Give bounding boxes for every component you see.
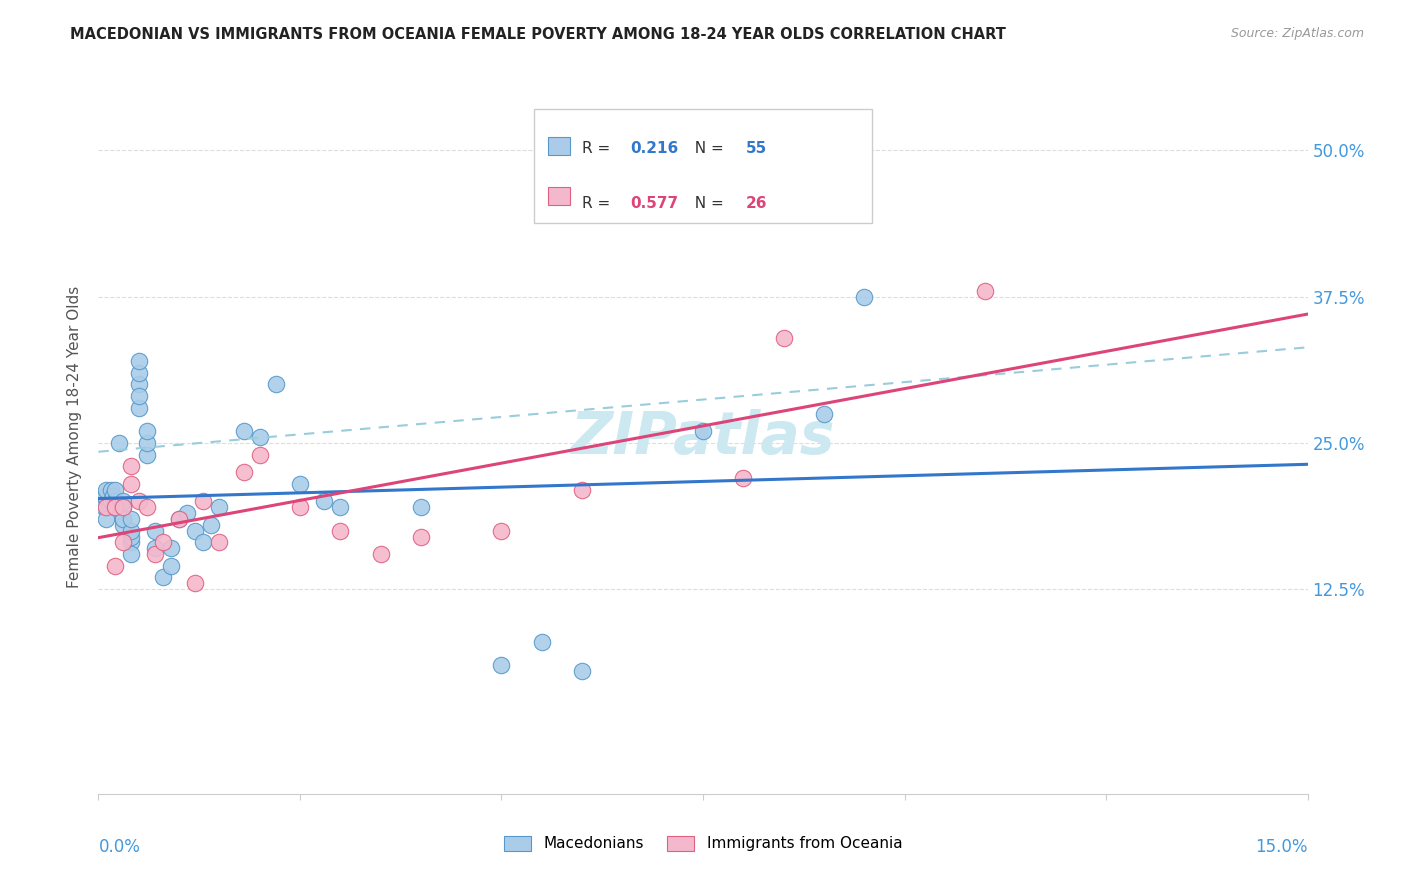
Point xyxy=(152,570,174,584)
Point xyxy=(100,483,122,497)
Point xyxy=(232,424,254,438)
Point xyxy=(120,512,142,526)
Point xyxy=(974,284,997,298)
FancyBboxPatch shape xyxy=(548,187,569,205)
Text: MACEDONIAN VS IMMIGRANTS FROM OCEANIA FEMALE POVERTY AMONG 18-24 YEAR OLDS CORRE: MACEDONIAN VS IMMIGRANTS FROM OCEANIA FE… xyxy=(70,27,1007,42)
Text: Source: ZipAtlas.com: Source: ZipAtlas.com xyxy=(1230,27,1364,40)
Point xyxy=(120,535,142,549)
Point xyxy=(96,512,118,526)
Y-axis label: Female Poverty Among 18-24 Year Olds: Female Poverty Among 18-24 Year Olds xyxy=(67,286,83,588)
Point xyxy=(103,500,125,515)
Point xyxy=(103,494,125,508)
Text: N =: N = xyxy=(685,141,728,155)
Point xyxy=(184,524,207,538)
Point xyxy=(409,500,432,515)
Point xyxy=(249,448,271,462)
Point xyxy=(264,377,287,392)
Point xyxy=(96,483,118,497)
Text: 0.0%: 0.0% xyxy=(98,838,141,856)
Point xyxy=(135,500,157,515)
Point xyxy=(167,512,190,526)
Point xyxy=(160,558,183,573)
Point xyxy=(128,377,150,392)
Point xyxy=(249,430,271,444)
Point xyxy=(120,547,142,561)
Point xyxy=(111,535,134,549)
Point xyxy=(120,459,142,474)
Point xyxy=(409,529,432,543)
Text: R =: R = xyxy=(582,195,616,211)
Point xyxy=(167,512,190,526)
FancyBboxPatch shape xyxy=(548,137,569,155)
Point xyxy=(111,494,134,508)
Text: R =: R = xyxy=(582,141,616,155)
Point xyxy=(288,500,311,515)
Point xyxy=(314,494,336,508)
Text: 55: 55 xyxy=(745,141,766,155)
Text: 26: 26 xyxy=(745,195,766,211)
Point xyxy=(288,476,311,491)
Point xyxy=(128,494,150,508)
Point xyxy=(100,494,122,508)
Point xyxy=(107,436,129,450)
Point xyxy=(329,524,352,538)
Point xyxy=(103,558,125,573)
Point xyxy=(128,401,150,415)
Point xyxy=(96,500,118,515)
Point xyxy=(530,635,553,649)
Point xyxy=(103,500,125,515)
Point xyxy=(94,489,117,503)
Point xyxy=(101,489,124,503)
Point xyxy=(491,524,513,538)
Text: N =: N = xyxy=(685,195,728,211)
Point xyxy=(813,407,835,421)
Point xyxy=(571,664,593,678)
Point xyxy=(208,535,231,549)
Point xyxy=(692,424,714,438)
Point xyxy=(370,547,392,561)
Point xyxy=(143,541,166,556)
Point xyxy=(491,658,513,673)
Point xyxy=(176,506,198,520)
Point xyxy=(184,576,207,591)
Point xyxy=(733,471,755,485)
Point xyxy=(853,290,876,304)
Point xyxy=(120,529,142,543)
Point xyxy=(111,517,134,532)
Text: 0.577: 0.577 xyxy=(630,195,679,211)
Point xyxy=(128,389,150,403)
Point xyxy=(160,541,183,556)
Point xyxy=(128,354,150,368)
Text: 0.216: 0.216 xyxy=(630,141,679,155)
Point xyxy=(111,512,134,526)
Point xyxy=(193,494,215,508)
Point xyxy=(135,436,157,450)
Point xyxy=(111,512,134,526)
Point xyxy=(193,535,215,549)
Legend: Macedonians, Immigrants from Oceania: Macedonians, Immigrants from Oceania xyxy=(498,830,908,857)
Point xyxy=(143,547,166,561)
Point xyxy=(111,500,134,515)
Point xyxy=(128,366,150,380)
FancyBboxPatch shape xyxy=(534,109,872,223)
Point xyxy=(103,500,125,515)
Point xyxy=(93,500,115,515)
Text: 15.0%: 15.0% xyxy=(1256,838,1308,856)
Point xyxy=(152,535,174,549)
Point xyxy=(103,483,125,497)
Point xyxy=(120,524,142,538)
Point xyxy=(208,500,231,515)
Point xyxy=(135,424,157,438)
Point xyxy=(232,465,254,479)
Point xyxy=(329,500,352,515)
Point xyxy=(143,524,166,538)
Point xyxy=(571,483,593,497)
Point xyxy=(772,331,794,345)
Point xyxy=(200,517,222,532)
Text: ZIPatlas: ZIPatlas xyxy=(571,409,835,466)
Point xyxy=(120,476,142,491)
Point xyxy=(135,448,157,462)
Point xyxy=(91,494,114,508)
Point xyxy=(111,500,134,515)
